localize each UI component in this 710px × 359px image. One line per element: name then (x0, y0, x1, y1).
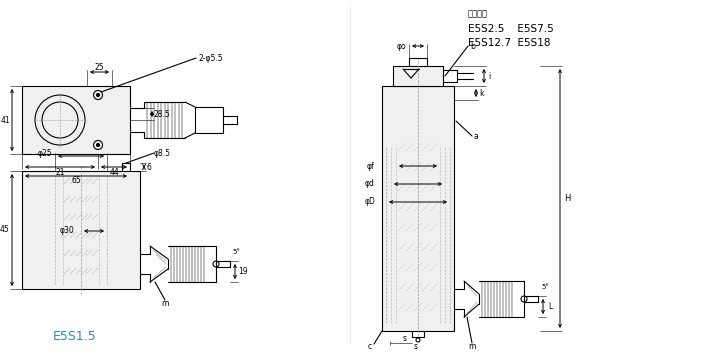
Text: 65: 65 (71, 177, 81, 186)
Bar (22, 86, 130, 154)
Text: φ30: φ30 (60, 227, 75, 236)
Text: k: k (479, 89, 484, 98)
Text: H: H (564, 194, 570, 203)
Text: a: a (474, 131, 479, 140)
Text: E5S1.5: E5S1.5 (53, 331, 97, 344)
Text: b: b (471, 42, 476, 51)
Text: φ8.5: φ8.5 (153, 149, 170, 158)
Text: i: i (488, 71, 490, 80)
Text: φ25: φ25 (38, 149, 53, 158)
Text: 适用机型: 适用机型 (468, 9, 488, 19)
Text: m: m (161, 299, 169, 308)
Text: 6: 6 (146, 163, 151, 172)
Text: 21: 21 (55, 168, 65, 177)
Text: φd: φd (365, 180, 375, 188)
Bar (22, 171, 140, 289)
Text: 41: 41 (0, 116, 10, 125)
Text: 5°: 5° (541, 284, 549, 290)
Text: 44: 44 (109, 168, 119, 177)
Text: m: m (469, 342, 476, 351)
Circle shape (97, 144, 99, 146)
Text: 45: 45 (0, 225, 9, 234)
Bar (382, 86, 454, 331)
Text: 5°: 5° (232, 249, 240, 255)
Text: E5S12.7  E5S18: E5S12.7 E5S18 (468, 38, 550, 48)
Text: L: L (548, 302, 552, 311)
Text: c: c (368, 342, 372, 351)
Text: φD: φD (364, 197, 376, 206)
Text: 25: 25 (94, 62, 104, 71)
Text: 28.5: 28.5 (153, 109, 170, 118)
Text: 2-φ5.5: 2-φ5.5 (198, 53, 223, 62)
Text: E5S2.5    E5S7.5: E5S2.5 E5S7.5 (468, 24, 554, 34)
Circle shape (97, 93, 99, 97)
Text: s: s (403, 335, 407, 344)
Bar (393, 66, 443, 86)
Text: s: s (414, 342, 418, 351)
Text: φf: φf (366, 162, 374, 171)
Text: 19: 19 (238, 267, 248, 276)
Text: φo: φo (396, 42, 406, 51)
